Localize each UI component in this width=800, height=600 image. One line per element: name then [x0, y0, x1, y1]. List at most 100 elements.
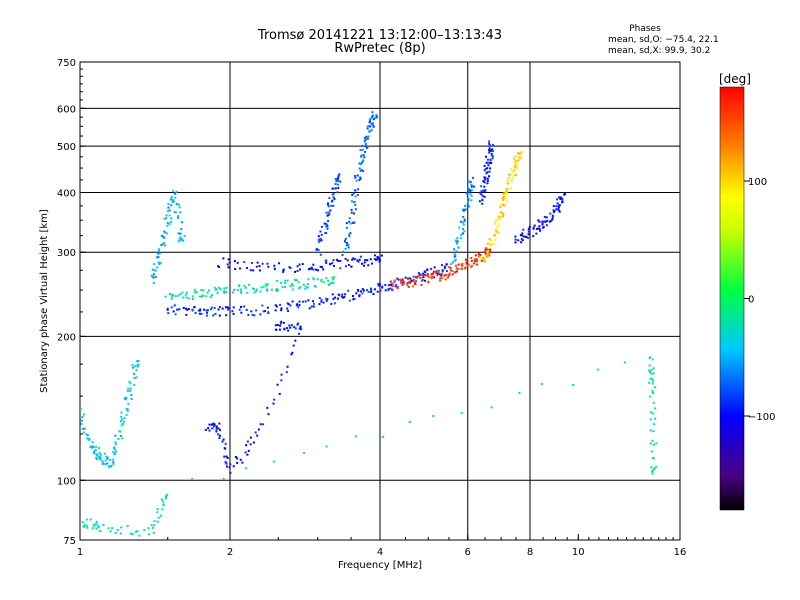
data-point — [299, 268, 302, 271]
x-axis-label: Frequency [MHz] — [338, 560, 422, 571]
data-point — [307, 278, 310, 281]
data-point — [474, 260, 477, 263]
data-point — [463, 209, 466, 212]
data-point — [651, 450, 654, 453]
data-point — [114, 441, 117, 444]
data-point — [279, 303, 282, 306]
data-point — [437, 269, 440, 272]
data-point — [495, 230, 498, 233]
data-point — [194, 311, 197, 314]
data-point — [490, 162, 493, 165]
data-point — [180, 238, 183, 241]
data-point — [150, 524, 153, 527]
data-point — [168, 223, 171, 226]
data-point — [98, 446, 101, 449]
data-point — [561, 201, 564, 204]
data-point — [176, 308, 179, 311]
data-point — [422, 276, 425, 279]
data-point — [267, 306, 270, 309]
data-point — [191, 298, 194, 301]
data-point — [483, 260, 486, 263]
data-point — [455, 250, 458, 253]
data-point — [277, 289, 280, 292]
data-point — [651, 378, 654, 381]
data-point — [360, 168, 363, 171]
data-point — [197, 309, 200, 312]
data-point — [93, 452, 96, 455]
data-point — [357, 288, 360, 291]
data-point — [200, 312, 203, 315]
data-point — [205, 309, 208, 312]
data-point — [107, 527, 110, 530]
data-point — [333, 302, 336, 305]
data-point — [290, 353, 293, 356]
data-point — [509, 186, 512, 189]
data-point — [177, 203, 180, 206]
data-point — [297, 306, 300, 309]
data-point — [291, 288, 294, 291]
data-point — [123, 417, 126, 420]
data-point — [371, 122, 374, 125]
data-point — [165, 217, 168, 220]
data-point — [379, 259, 382, 262]
data-point — [347, 233, 350, 236]
data-point — [221, 440, 224, 443]
data-point — [408, 277, 411, 280]
data-point — [497, 215, 500, 218]
data-point — [328, 196, 331, 199]
data-point — [120, 411, 123, 414]
data-point — [221, 307, 224, 310]
data-point — [344, 265, 347, 268]
data-point — [652, 401, 655, 404]
data-point — [545, 224, 548, 227]
data-point — [99, 529, 102, 532]
data-point — [467, 200, 470, 203]
data-point — [223, 447, 226, 450]
data-point — [381, 286, 384, 289]
data-point — [501, 197, 504, 200]
data-point — [489, 250, 492, 253]
data-point — [481, 202, 484, 205]
data-point — [179, 236, 182, 239]
data-point — [335, 258, 338, 261]
data-point — [653, 423, 656, 426]
data-point — [499, 215, 502, 218]
data-point — [257, 428, 260, 431]
data-point — [111, 527, 114, 530]
data-point — [159, 514, 162, 517]
data-point — [226, 263, 229, 266]
data-point — [177, 232, 180, 235]
data-point — [653, 386, 656, 389]
data-point — [417, 275, 420, 278]
data-point — [535, 232, 538, 235]
data-point — [253, 314, 256, 317]
data-point — [278, 328, 281, 331]
data-point — [326, 202, 329, 205]
data-point — [154, 269, 157, 272]
data-point — [348, 217, 351, 220]
data-point — [443, 265, 446, 268]
data-point — [363, 140, 366, 143]
data-point — [122, 420, 125, 423]
data-point — [376, 290, 379, 293]
data-point — [119, 532, 122, 535]
data-point — [469, 193, 472, 196]
data-point — [181, 291, 184, 294]
data-point — [535, 227, 538, 230]
data-point — [152, 531, 155, 534]
data-point — [191, 308, 194, 311]
data-point — [286, 302, 289, 305]
data-point — [348, 235, 351, 238]
data-point — [546, 219, 549, 222]
data-point — [441, 270, 444, 273]
data-point — [357, 260, 360, 263]
data-point — [122, 422, 125, 425]
data-point — [483, 189, 486, 192]
data-point — [473, 258, 476, 261]
data-point — [312, 305, 315, 308]
data-point — [355, 435, 358, 438]
data-point — [170, 195, 173, 198]
data-point — [357, 289, 360, 292]
data-point — [435, 270, 438, 273]
data-point — [521, 232, 524, 235]
